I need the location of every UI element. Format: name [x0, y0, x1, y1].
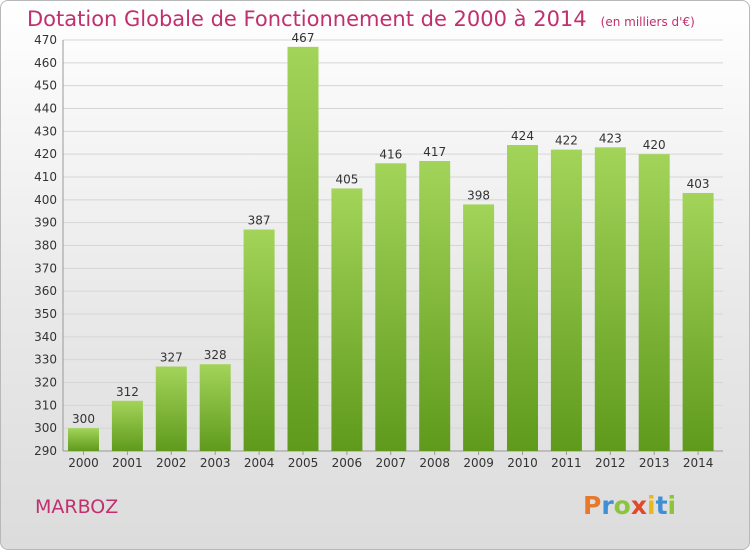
y-tick-label: 390 [34, 216, 57, 230]
logo-letter: i [667, 491, 677, 520]
proxiti-logo[interactable]: Proxiti [583, 491, 676, 520]
x-tick-label: 2014 [683, 456, 714, 470]
x-tick-label: 2005 [288, 456, 319, 470]
x-axis: 2000 2001 2002 2003 2004 2005 2006 2007 2008 2009… [68, 451, 713, 470]
x-tick-label: 2007 [376, 456, 407, 470]
y-tick-label: 300 [34, 421, 57, 435]
data-label: 312 [116, 385, 139, 399]
bar [155, 366, 187, 451]
bar [507, 145, 538, 452]
data-label: 405 [335, 172, 358, 186]
y-tick-label: 290 [34, 444, 57, 458]
bar [682, 192, 714, 451]
y-tick-label: 320 [34, 376, 57, 390]
y-tick-label: 460 [34, 56, 57, 70]
data-label: 416 [379, 147, 402, 161]
y-tick-label: 450 [34, 79, 57, 93]
y-tick-label: 440 [34, 102, 57, 116]
y-tick-label: 350 [34, 307, 57, 321]
data-label: 423 [599, 131, 622, 145]
y-tick-label: 310 [34, 398, 57, 412]
data-label: 417 [423, 145, 446, 159]
y-tick-label: 410 [34, 170, 57, 184]
bar [638, 154, 670, 451]
x-tick-label: 2003 [200, 456, 231, 470]
x-tick-label: 2000 [68, 456, 99, 470]
data-label: 300 [72, 412, 95, 426]
data-label: 387 [248, 214, 271, 228]
x-tick-label: 2010 [507, 456, 538, 470]
bar [199, 364, 231, 451]
data-label: 328 [204, 348, 227, 362]
bar [331, 188, 363, 451]
x-tick-label: 2011 [551, 456, 582, 470]
chart-title-text: Dotation Globale de Fonctionnement de 20… [27, 7, 587, 31]
bar [419, 161, 451, 451]
x-tick-label: 2004 [244, 456, 275, 470]
data-label: 424 [511, 129, 534, 143]
bar [111, 400, 143, 451]
logo-letter: P [583, 491, 602, 520]
bar [287, 46, 319, 451]
data-label: 327 [160, 351, 183, 365]
x-tick-label: 2013 [639, 456, 670, 470]
y-tick-label: 360 [34, 284, 57, 298]
data-label: 398 [467, 188, 490, 202]
x-tick-label: 2012 [595, 456, 626, 470]
logo-letter: t [655, 491, 668, 520]
logo-letter: o [613, 491, 631, 520]
x-tick-label: 2002 [156, 456, 187, 470]
bar [594, 147, 626, 452]
bar [550, 149, 582, 451]
x-tick-label: 2001 [112, 456, 143, 470]
data-label: 420 [643, 138, 666, 152]
bars: 300 312 327 328 387 467 405 416 417 398 424 422 423 4… [68, 31, 714, 452]
y-tick-label: 340 [34, 330, 57, 344]
x-tick-label: 2009 [463, 456, 494, 470]
chart-subtitle: (en milliers d'€) [600, 15, 695, 29]
y-tick-label: 430 [34, 124, 57, 138]
logo-letter: x [630, 491, 647, 520]
data-label: 422 [555, 134, 578, 148]
commune-name: MARBOZ [35, 496, 119, 518]
chart-title: Dotation Globale de Fonctionnement de 20… [27, 7, 695, 31]
y-tick-label: 380 [34, 239, 57, 253]
data-label: 467 [292, 31, 315, 45]
y-axis: 290 300 310 320 330 340 350 360 370 380 390 400 410 4… [34, 33, 57, 458]
bar [68, 428, 99, 451]
x-tick-label: 2006 [332, 456, 363, 470]
bar [463, 204, 495, 451]
bar [375, 163, 407, 452]
y-tick-label: 400 [34, 193, 57, 207]
data-label: 403 [687, 177, 710, 191]
y-tick-label: 420 [34, 147, 57, 161]
y-tick-label: 470 [34, 33, 57, 47]
y-tick-label: 330 [34, 353, 57, 367]
y-tick-label: 370 [34, 261, 57, 275]
logo-letter: i [647, 491, 656, 520]
bar [243, 229, 275, 451]
logo-letter: r [601, 491, 614, 520]
x-tick-label: 2008 [419, 456, 450, 470]
